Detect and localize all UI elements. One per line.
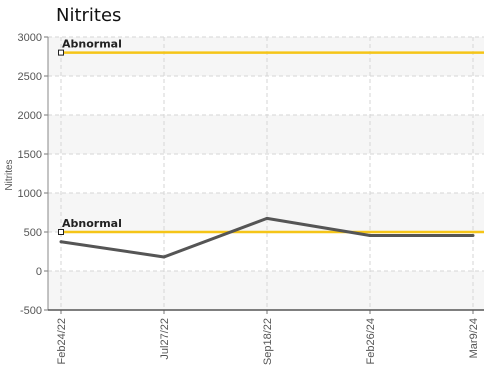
axes	[44, 36, 484, 314]
y-tick-label: 3000	[18, 32, 42, 44]
chart-title: Nitrites	[56, 5, 122, 26]
x-tick-label: Mar9/24	[468, 318, 480, 358]
threshold-marker	[58, 229, 64, 235]
grid-bands	[48, 37, 484, 310]
data-point	[471, 234, 475, 238]
threshold-label: Abnormal	[62, 38, 122, 51]
y-tick-label: 1000	[18, 188, 42, 200]
x-tick-label: Jul27/22	[159, 318, 171, 360]
data-point	[59, 240, 63, 244]
data-point	[368, 234, 372, 238]
tick-labels: -500 0 500 1000 1500 2000 2500 3000 Feb24/22 Jul2…	[18, 32, 480, 365]
x-tick-label: Feb26/24	[365, 318, 377, 364]
y-axis-label: Nitrites	[4, 159, 15, 190]
threshold-label: Abnormal	[62, 217, 122, 230]
y-tick-label: 1500	[18, 149, 42, 161]
threshold-marker	[58, 49, 64, 56]
y-tick-label: 2500	[18, 71, 42, 83]
x-tick-label: Sep18/22	[262, 318, 274, 365]
grid-band	[48, 115, 484, 154]
grid-band	[48, 193, 484, 232]
y-tick-label: 0	[36, 266, 42, 278]
series-lines	[59, 216, 475, 259]
grid-lines	[48, 36, 484, 311]
grid-band	[48, 271, 484, 310]
x-tick-label: Feb24/22	[56, 318, 68, 364]
data-point	[162, 255, 166, 259]
data-point	[265, 216, 269, 220]
y-tick-label: 500	[24, 227, 42, 239]
grid-band	[48, 37, 484, 76]
y-tick-label: -500	[20, 305, 42, 317]
threshold-lines: Abnormal Abnormal	[58, 38, 484, 235]
y-tick-label: 2000	[18, 110, 42, 122]
